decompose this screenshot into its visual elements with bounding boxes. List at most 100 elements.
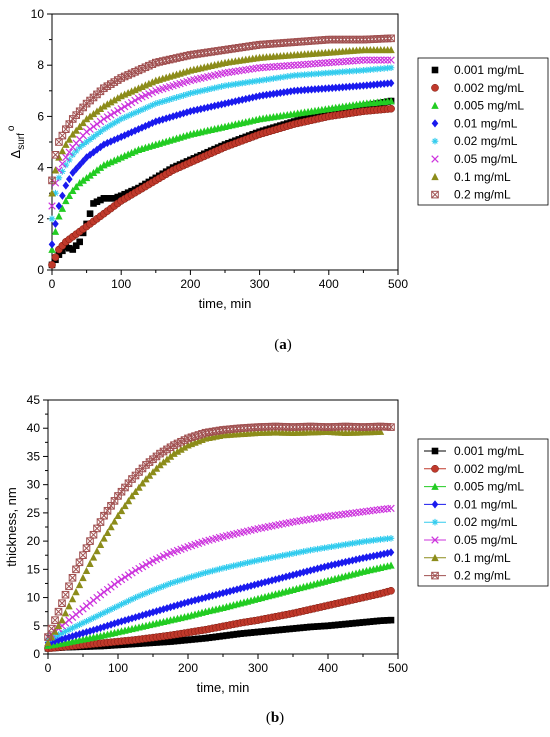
data-point [200,86,208,94]
data-point [155,99,163,106]
data-point [226,563,234,570]
data-point [272,553,279,561]
data-point [235,80,243,87]
data-point [214,83,222,91]
data-point [342,57,350,66]
data-point [279,552,286,559]
data-point [256,77,263,84]
data-point [131,566,140,575]
data-point [286,550,293,558]
data-point [384,79,391,88]
data-point [120,102,129,111]
data-point [223,588,230,597]
data-point [68,595,77,603]
series-0-01-mg-mL [44,548,395,647]
legend-marker [431,536,439,544]
data-point [195,571,202,579]
data-point [297,60,305,69]
data-point [79,176,87,184]
data-point [114,578,122,586]
data-point [296,548,304,556]
data-point [163,455,171,463]
data-point [307,546,314,554]
data-point [359,619,367,626]
legend-item: 0.001 mg/mL [431,63,524,77]
data-point [110,119,118,127]
data-point [51,166,60,174]
data-point [377,536,384,543]
data-point [380,65,388,72]
data-point [65,148,74,156]
data-point [107,98,115,106]
data-point [138,479,147,487]
data-point [373,65,381,73]
data-point [76,238,83,246]
panel-label: (a) [274,337,292,353]
data-point [156,461,164,469]
data-point [244,629,251,637]
data-point [58,204,67,212]
data-point [349,82,357,91]
data-point [166,96,173,103]
data-point [363,66,371,74]
data-point [69,151,77,159]
data-point [237,560,244,568]
data-point [93,166,101,174]
legend-label: 0.01 mg/mL [454,497,518,511]
data-point [61,609,70,617]
data-point [232,80,239,88]
data-point [194,88,201,96]
data-point [121,190,128,198]
data-point [345,620,353,628]
data-point [180,443,189,451]
data-point [75,558,84,567]
data-point [314,623,321,630]
legend-item: 0.2 mg/mL [431,188,511,202]
data-point [89,168,98,177]
data-point [310,546,318,553]
data-point [226,631,234,639]
data-point [132,640,139,648]
legend-label: 0.01 mg/mL [454,116,518,130]
data-point [293,624,300,632]
data-point [353,67,360,75]
data-point [44,638,52,647]
data-point [198,635,206,642]
data-point [162,97,170,104]
data-point [135,564,143,573]
data-point [65,602,73,610]
data-point [387,45,395,54]
legend-marker [431,83,439,92]
legend-item: 0.05 mg/mL [431,152,518,166]
data-point [93,547,101,555]
data-point [349,540,356,547]
data-point [86,112,94,120]
data-point [121,599,129,606]
data-point [380,617,388,624]
data-point [380,535,388,543]
x-tick-label: 500 [388,661,408,675]
data-point [117,104,125,113]
data-point [65,191,73,200]
data-point [373,536,381,544]
data-point [93,624,101,634]
data-point [51,227,60,235]
y-tick-label: 4 [37,161,44,175]
data-point [125,615,132,624]
data-point [169,95,177,102]
data-point [370,537,377,544]
data-point [373,80,381,89]
data-point [377,65,384,73]
y-tick-label: 40 [27,421,41,435]
data-point [51,151,60,159]
data-point [86,125,94,133]
data-point [360,81,367,90]
data-point [62,140,70,148]
data-point [93,107,101,115]
data-point [211,101,218,111]
data-point [247,629,255,636]
data-point [82,173,91,182]
legend-label: 0.2 mg/mL [454,569,511,583]
data-point [93,612,101,620]
data-point [103,113,112,121]
